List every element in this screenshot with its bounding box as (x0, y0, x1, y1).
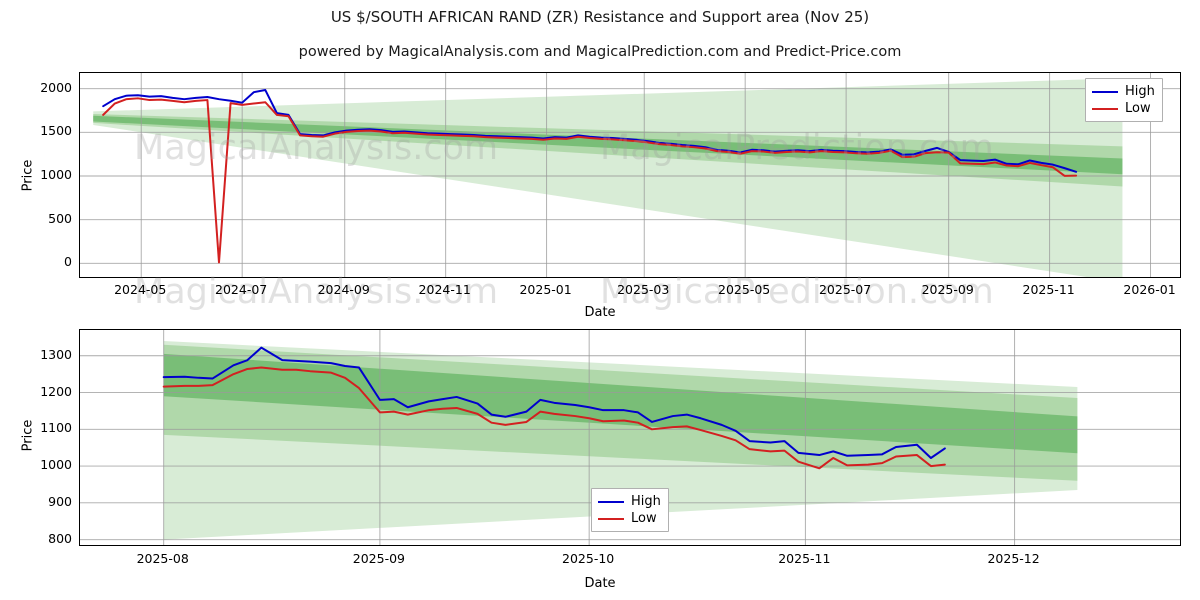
legend-swatch-high (598, 500, 624, 503)
x-tick-label: 2025-05 (718, 282, 771, 297)
bottom-chart-svg (80, 330, 1180, 545)
x-tick-label: 2026-01 (1123, 282, 1176, 297)
legend-row-high: High (1092, 83, 1155, 100)
legend-label-high: High (631, 494, 661, 509)
x-tick-label: 2025-11 (778, 551, 831, 566)
x-tick-label: 2024-09 (317, 282, 370, 297)
legend-row-low: Low (598, 510, 661, 527)
y-tick-label: 1000 (40, 167, 72, 182)
top-chart-svg (80, 73, 1180, 277)
x-tick-label: 2024-05 (114, 282, 167, 297)
legend-swatch-low (598, 517, 624, 520)
top-legend: High Low (1085, 78, 1163, 122)
x-tick-label: 2025-12 (987, 551, 1040, 566)
top-x-axis-label: Date (584, 305, 616, 320)
x-tick-label: 2025-09 (921, 282, 974, 297)
x-tick-label: 2024-11 (418, 282, 471, 297)
top-plot-area (79, 72, 1181, 278)
y-tick-label: 1300 (40, 346, 72, 362)
legend-label-low: Low (631, 511, 657, 526)
x-tick-label: 2025-07 (818, 282, 872, 297)
y-tick-label: 900 (48, 493, 72, 509)
bottom-chart-panel: Price Date 800 900 1000 1100 1200 1300 2025-0… (0, 310, 1200, 600)
legend-label-low: Low (1125, 101, 1151, 116)
bottom-x-axis-label: Date (584, 576, 616, 591)
y-tick-label: 1000 (40, 457, 72, 473)
y-tick-label: 800 (48, 530, 72, 546)
bottom-plot-area (79, 329, 1181, 546)
legend-label-high: High (1125, 84, 1155, 99)
x-tick-label: 2024-07 (215, 282, 268, 297)
page-subtitle: powered by MagicalAnalysis.com and Magic… (298, 44, 902, 60)
top-chart-panel: MagicalAnalysis.com MagicalPrediction.co… (21, 72, 1181, 320)
x-tick-label: 2025-01 (519, 282, 572, 297)
x-tick-label: 2025-08 (136, 551, 189, 566)
legend-row-low: Low (1092, 100, 1155, 117)
bottom-legend: High Low (591, 488, 669, 532)
legend-swatch-high (1092, 90, 1118, 93)
y-tick-label: 1500 (40, 123, 72, 139)
x-tick-label: 2025-09 (352, 551, 406, 566)
y-tick-label: 2000 (40, 79, 72, 95)
x-tick-label: 2025-11 (1022, 282, 1075, 297)
page-title: US $/SOUTH AFRICAN RAND (ZR) Resistance … (330, 8, 870, 26)
x-tick-label: 2025-10 (562, 551, 615, 566)
legend-row-high: High (598, 493, 661, 510)
y-tick-label: 0 (64, 254, 72, 270)
y-tick-label: 1200 (40, 383, 72, 399)
legend-swatch-low (1092, 107, 1118, 110)
y-tick-label: 500 (48, 210, 72, 226)
x-tick-label: 2025-03 (617, 282, 670, 297)
y-tick-label: 1100 (40, 420, 72, 436)
